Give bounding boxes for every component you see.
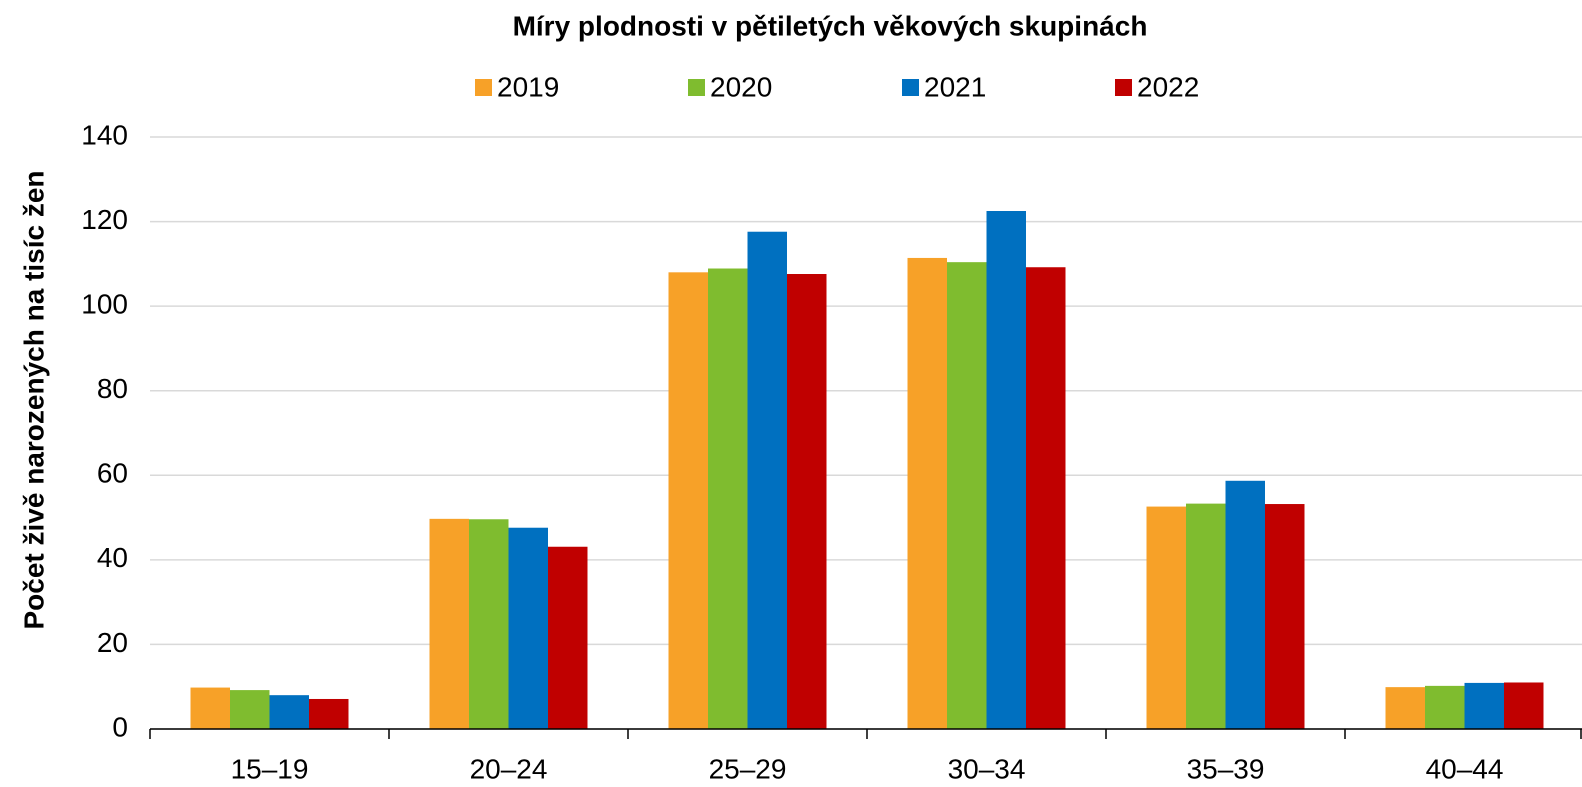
- bar: [668, 272, 708, 729]
- bar: [230, 690, 270, 729]
- bar: [947, 262, 987, 729]
- legend-label: 2021: [924, 71, 986, 102]
- y-tick-label: 0: [112, 711, 128, 742]
- legend-swatch: [688, 79, 705, 96]
- bar: [907, 257, 947, 729]
- bar: [548, 546, 588, 729]
- bar: [1464, 682, 1504, 729]
- y-tick-label: 60: [97, 458, 128, 489]
- bar: [747, 231, 787, 729]
- bar: [1504, 682, 1544, 729]
- chart-title: Míry plodnosti v pětiletých věkových sku…: [513, 10, 1148, 41]
- bar: [190, 687, 230, 729]
- y-tick-label: 140: [81, 119, 128, 150]
- legend-swatch: [475, 79, 492, 96]
- x-tick-label: 15–19: [231, 753, 309, 784]
- bar: [1425, 685, 1465, 729]
- bar: [1146, 506, 1186, 729]
- x-tick-label: 35–39: [1187, 753, 1265, 784]
- x-tick-label: 40–44: [1426, 753, 1504, 784]
- bar: [469, 519, 509, 729]
- bar: [1385, 687, 1425, 729]
- bar: [1225, 480, 1265, 729]
- y-tick-label: 40: [97, 542, 128, 573]
- bar: [1026, 267, 1066, 729]
- bar: [1265, 504, 1305, 729]
- y-axis-label: Počet živě narozených na tisíc žen: [18, 170, 49, 629]
- bar: [986, 211, 1026, 729]
- bar: [708, 268, 748, 729]
- x-tick-label: 20–24: [470, 753, 548, 784]
- bar: [429, 518, 469, 729]
- bar: [309, 698, 349, 729]
- x-tick-label: 25–29: [709, 753, 787, 784]
- bar: [1186, 503, 1226, 729]
- bar: [269, 695, 309, 729]
- legend-label: 2022: [1137, 71, 1199, 102]
- legend-label: 2020: [710, 71, 772, 102]
- y-tick-label: 120: [81, 204, 128, 235]
- y-tick-label: 100: [81, 289, 128, 320]
- legend-label: 2019: [497, 71, 559, 102]
- bar: [787, 274, 827, 729]
- x-tick-label: 30–34: [948, 753, 1026, 784]
- y-tick-label: 80: [97, 373, 128, 404]
- legend-swatch: [902, 79, 919, 96]
- bar: [508, 527, 548, 729]
- legend-swatch: [1115, 79, 1132, 96]
- y-tick-label: 20: [97, 627, 128, 658]
